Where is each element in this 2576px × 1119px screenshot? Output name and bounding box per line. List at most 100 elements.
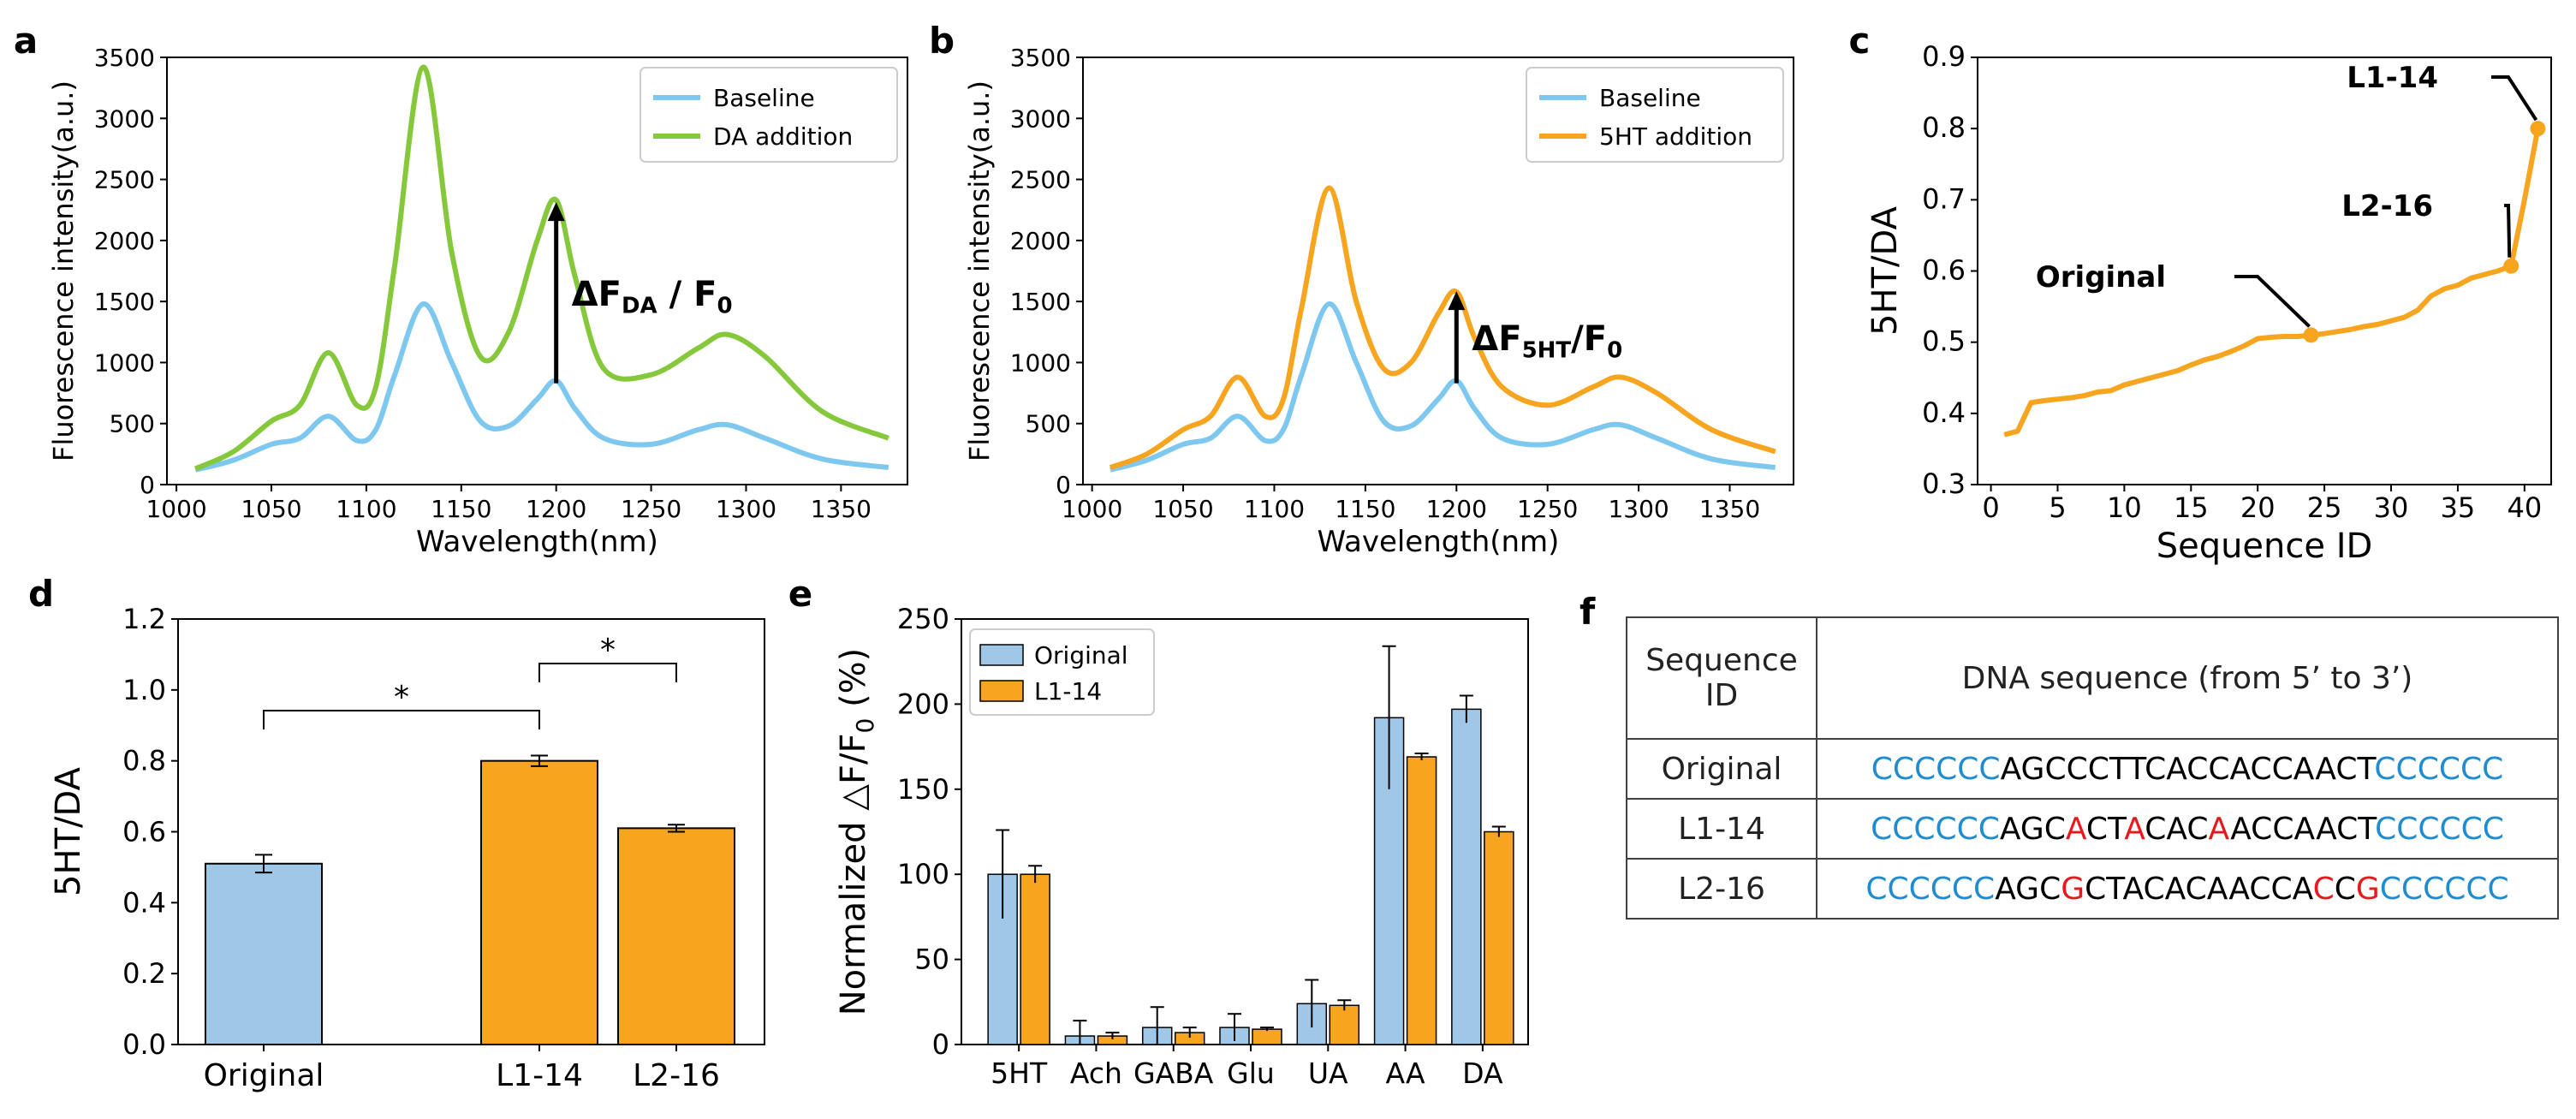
x-tick-label: 1000 (146, 495, 206, 523)
legend-label: Baseline (1599, 84, 1701, 112)
x-tick-label: 20 (2240, 491, 2276, 524)
delta-annotation: ΔFDA / F0 (572, 275, 733, 319)
y-tick-label: 3000 (94, 104, 155, 133)
x-tick-label: 30 (2374, 491, 2409, 524)
axes-frame (1082, 57, 1794, 485)
table-row: L2-16 CCCCCCAGCGCTACACAACCACCGCCCCCC (1626, 858, 2559, 920)
bar-l1-14-da (1484, 830, 1514, 1045)
x-tick-label: UA (1308, 1057, 1348, 1090)
bar-original (205, 862, 323, 1046)
x-tick-label: Glu (1227, 1057, 1275, 1090)
x-tick-label: 35 (2441, 491, 2476, 524)
y-tick-label: 0.2 (122, 957, 166, 990)
y-tick-label: 0 (140, 471, 155, 499)
sequence-segment: A (2065, 811, 2086, 847)
x-tick-label: 25 (2307, 491, 2342, 524)
legend-swatch (979, 680, 1024, 702)
y-axis-label: 5HT/DA (1865, 205, 1905, 336)
x-tick-label: L2-16 (633, 1058, 720, 1093)
x-tick-label: 10 (2107, 491, 2142, 524)
legend-label: 5HT addition (1599, 122, 1752, 151)
sequence-segment: CCCCCC (2379, 871, 2509, 907)
x-tick-label: 1300 (1608, 495, 1669, 523)
delta-annotation: ΔF5HT/F0 (1472, 319, 1622, 364)
table-row: L1-14 CCCCCCAGCACTACACAACCAACTCCCCCC (1626, 798, 2559, 860)
y-tick-label: 1000 (94, 348, 155, 377)
sequence-segment: A (2124, 811, 2145, 847)
sequence-segment: A (2208, 811, 2231, 847)
legend-label: L1-14 (1034, 677, 1102, 705)
x-tick-label: 1050 (1152, 495, 1213, 523)
panel-letter-a: a (14, 20, 38, 62)
bar-l1-14-glu (1252, 1028, 1282, 1045)
legend-label: Baseline (713, 84, 815, 112)
y-tick-label: 1.2 (122, 603, 166, 635)
callout-line (2234, 275, 2311, 328)
panel-letter-d: d (28, 573, 54, 615)
significance-label: * (600, 633, 616, 668)
y-tick-label: 0.6 (122, 816, 166, 848)
series-line-da-addition (194, 64, 889, 472)
significance-bracket (263, 710, 540, 729)
x-tick-label: DA (1462, 1057, 1503, 1090)
y-tick-label: 0.0 (122, 1028, 166, 1061)
sequence-segment: CCCCCC (1865, 871, 1996, 907)
x-tick-label: 1200 (526, 495, 586, 523)
x-tick-label: 1350 (811, 495, 872, 523)
y-tick-label: 0.3 (1922, 467, 1966, 500)
row-id: Original (1626, 738, 1817, 800)
row-sequence: CCCCCCAGCCCTTCACCACCAACTCCCCCC (1816, 738, 2559, 800)
y-tick-label: 50 (914, 943, 949, 976)
panel-letter-c: c (1849, 20, 1871, 62)
sequence-segment: G (2355, 871, 2380, 907)
x-tick-label: 1350 (1699, 495, 1760, 523)
sequence-segment: C (2312, 871, 2335, 907)
y-axis-label: Normalized △F/F0 (%) (834, 648, 879, 1016)
x-tick-label: 1200 (1426, 495, 1487, 523)
y-tick-label: 3000 (1010, 104, 1071, 133)
sequence-segment: CCCCCC (1871, 751, 2001, 787)
significance-label: * (394, 680, 409, 715)
sequence-segment: CCCCCC (1871, 811, 2000, 847)
y-tick-label: 2500 (94, 166, 155, 194)
x-tick-label: 40 (2507, 491, 2542, 524)
y-axis-label: 5HT/DA (49, 766, 88, 896)
y-tick-label: 0.4 (122, 886, 166, 919)
sequence-segment: CCCCCC (2375, 811, 2504, 847)
highlight-point (2503, 258, 2519, 274)
y-tick-label: 0.4 (1922, 396, 1966, 429)
x-tick-label: 5HT (991, 1057, 1048, 1090)
x-tick-label: 1150 (1335, 495, 1395, 523)
x-tick-label: 1150 (431, 495, 491, 523)
sequence-segment: C (2334, 871, 2356, 907)
callout-label: L1-14 (2347, 61, 2438, 95)
table-header-sequence: DNA sequence (from 5’ to 3’) (1816, 616, 2559, 740)
row-id: L2-16 (1626, 858, 1817, 920)
y-tick-label: 150 (897, 773, 949, 806)
sequence-segment: CT (2085, 811, 2125, 847)
row-sequence: CCCCCCAGCGCTACACAACCACCGCCCCCC (1816, 858, 2559, 920)
y-tick-label: 1000 (1010, 348, 1071, 377)
legend-box (1526, 67, 1784, 163)
significance-bracket (538, 663, 677, 682)
y-tick-label: 2000 (94, 227, 155, 255)
series-line-baseline (194, 301, 889, 473)
x-axis-label: Wavelength(nm) (1318, 525, 1560, 559)
sequence-table: Sequence ID DNA sequence (from 5’ to 3’)… (1626, 616, 2559, 920)
bar-l1-14-aa (1406, 756, 1437, 1045)
x-tick-label: 1100 (1244, 495, 1305, 523)
y-tick-label: 500 (110, 410, 155, 438)
header-id-line2: ID (1704, 678, 1739, 713)
x-tick-label: GABA (1133, 1057, 1214, 1090)
delta-arrow-head (1448, 291, 1466, 311)
y-axis-label: Fluorescence intensity(a.u.) (963, 80, 996, 461)
x-tick-label: 0 (1982, 491, 1999, 524)
row-sequence: CCCCCCAGCACTACACAACCAACTCCCCCC (1816, 798, 2559, 860)
x-tick-label: 5 (2049, 491, 2066, 524)
y-axis-label: Fluorescence intensity(a.u.) (47, 80, 80, 461)
x-tick-label: 1050 (241, 495, 301, 523)
y-tick-label: 1.0 (122, 674, 166, 706)
x-tick-label: L1-14 (496, 1058, 583, 1093)
table-header-id: Sequence ID (1626, 616, 1817, 740)
x-tick-label: 15 (2174, 491, 2209, 524)
